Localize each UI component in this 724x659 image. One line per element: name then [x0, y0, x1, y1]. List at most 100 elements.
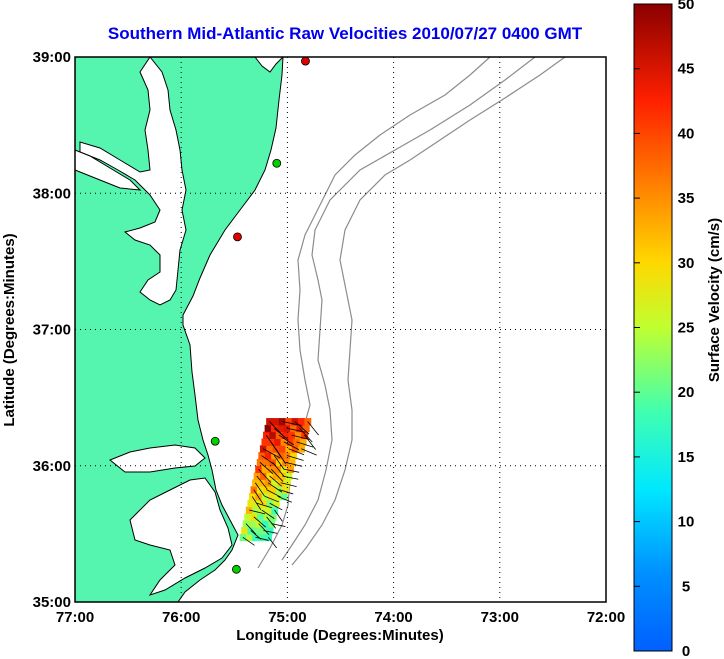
velocity-arrow [259, 462, 274, 475]
velocity-cell [252, 506, 260, 514]
velocity-cell [271, 479, 279, 487]
station-marker [210, 436, 220, 446]
velocity-cell [286, 438, 294, 446]
colorbar [633, 3, 673, 652]
axes-frame [74, 56, 607, 603]
colorbar-label: Surface Velocity (cm/s) [706, 218, 723, 382]
velocity-cell [245, 533, 253, 542]
x-tick-label: 76:00 [162, 609, 200, 626]
velocity-cell [258, 533, 266, 542]
velocity-cell [260, 499, 268, 508]
velocity-cell [269, 513, 277, 521]
colorbar-tick-label: 5 [682, 578, 690, 595]
velocity-arrow [277, 496, 292, 503]
velocity-arrow [296, 441, 314, 448]
velocity-cell [294, 431, 302, 439]
velocity-cell [264, 506, 272, 514]
velocity-arrow [264, 496, 279, 503]
velocity-arrow [273, 455, 285, 470]
velocity-cell [287, 465, 294, 474]
velocity-arrow [258, 523, 270, 535]
velocity-arrow [269, 502, 283, 511]
velocity-arrow [267, 482, 283, 493]
velocity-arrow [251, 496, 262, 510]
velocity-arrow [270, 468, 284, 482]
velocity-cell [249, 520, 256, 528]
velocity-arrow [253, 516, 267, 528]
colorbar-tick-label: 30 [678, 255, 695, 272]
colorbar-tick-label: 40 [678, 125, 695, 142]
velocity-cell [272, 499, 280, 508]
velocity-arrow [266, 516, 277, 529]
velocity-field [239, 418, 319, 549]
velocity-arrow [253, 489, 264, 505]
velocity-arrow [278, 434, 294, 446]
velocity-arrow [280, 482, 297, 488]
colorbar-tick-label: 20 [678, 384, 695, 401]
velocity-arrow [279, 489, 294, 495]
velocity-cell [274, 438, 282, 446]
velocity-arrow [301, 448, 317, 456]
velocity-cell [241, 527, 249, 535]
velocity-arrow [265, 434, 278, 451]
bathymetry-contour-outer [291, 56, 566, 566]
station-marker [272, 158, 282, 168]
velocity-cell [244, 513, 252, 521]
velocity-arrow [267, 537, 277, 549]
velocity-arrow [261, 509, 275, 519]
velocity-cell [280, 493, 288, 501]
velocity-arrow [283, 441, 300, 451]
velocity-cell [274, 465, 282, 474]
velocity-cell [261, 520, 269, 528]
velocity-arrow [304, 434, 316, 450]
velocity-cell [269, 486, 277, 494]
velocity-arrow [286, 455, 304, 461]
velocity-arrow [245, 523, 257, 535]
colorbar-tick-label: 35 [678, 190, 695, 207]
velocity-cell [264, 452, 272, 460]
y-tick-label: 35:00 [33, 594, 71, 611]
velocity-arrow [288, 448, 305, 456]
colorbar-tick-label: 25 [678, 320, 695, 337]
velocity-cell [277, 424, 285, 433]
velocity-arrow [248, 509, 266, 515]
velocity-cell [247, 499, 255, 508]
velocity-cell [290, 452, 298, 460]
y-tick-label: 37:00 [33, 322, 71, 339]
map-title: Southern Mid-Atlantic Raw Velocities 201… [108, 24, 583, 43]
velocity-cell [288, 458, 296, 467]
velocity-cell [283, 479, 291, 487]
velocity-cell [302, 424, 310, 433]
colorbar-tick-label: 0 [682, 643, 690, 659]
colorbar-tick-label: 10 [678, 514, 695, 531]
velocity-cell [261, 438, 269, 446]
velocity-arrow [258, 468, 272, 483]
velocity-cell [260, 472, 267, 480]
velocity-arrow [256, 475, 268, 490]
velocity-cell [272, 418, 280, 426]
station-marker [301, 56, 310, 66]
velocity-arrow [299, 428, 313, 443]
velocity-cell [266, 527, 274, 535]
velocity-arrow [266, 489, 281, 498]
x-tick-label: 77:00 [56, 609, 94, 626]
velocity-cell [291, 445, 299, 453]
velocity-cell [285, 472, 293, 480]
velocity-cell [253, 527, 261, 535]
velocity-arrow [307, 421, 319, 436]
velocity-cell [299, 438, 307, 446]
colorbar-tick-label: 15 [678, 449, 695, 466]
pamlico-sound [129, 477, 233, 596]
velocity-cell [272, 472, 280, 480]
velocity-arrow [285, 461, 303, 467]
velocity-arrow [283, 468, 300, 473]
albemarle-sound [109, 444, 206, 473]
velocity-cell [298, 418, 305, 426]
y-tick-label: 36:00 [33, 458, 71, 475]
velocity-arrow [255, 536, 269, 541]
potomac-river [74, 149, 142, 191]
velocity-cell [266, 445, 274, 453]
x-axis-label: Longitude (Degrees:Minutes) [236, 627, 444, 644]
